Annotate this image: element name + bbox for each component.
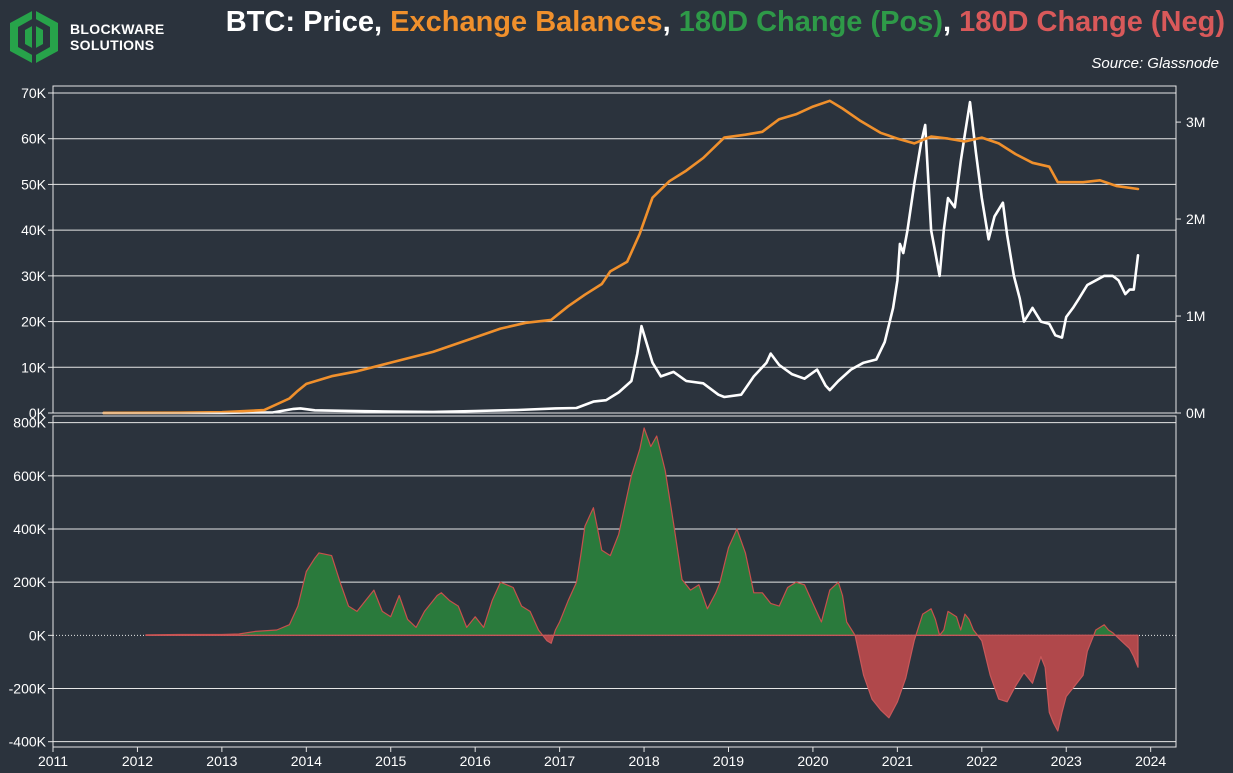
bottom-y-axis-ticks: -400K -200K 0K 200K 400K 600K 800K (9, 415, 53, 750)
x-tick-label: 2012 (122, 753, 153, 769)
chart-title: BTC: Price, Exchange Balances, 180D Chan… (226, 6, 1225, 39)
bottom-tick-label: 400K (13, 521, 46, 537)
logo-mark-icon (10, 10, 58, 64)
x-tick-label: 2022 (966, 753, 997, 769)
x-tick-label: 2024 (1135, 753, 1166, 769)
top-panel-gridlines (53, 92, 1176, 368)
top-left-tick-label: 40K (21, 222, 47, 238)
title-change-neg: 180D Change (Neg) (959, 6, 1225, 38)
top-left-tick-label: 0K (29, 405, 47, 421)
top-left-tick-label: 70K (21, 85, 47, 101)
logo-line-2: SOLUTIONS (70, 37, 155, 53)
x-tick-label: 2015 (375, 753, 406, 769)
bottom-panel-frame (52, 415, 1177, 748)
top-left-tick-label: 20K (21, 314, 47, 330)
x-tick-label: 2021 (882, 753, 913, 769)
bottom-tick-label: 600K (13, 468, 46, 484)
x-tick-label: 2019 (713, 753, 744, 769)
x-tick-label: 2023 (1051, 753, 1082, 769)
title-price: Price (303, 6, 375, 38)
x-tick-label: 2011 (38, 753, 68, 769)
title-sep-2: , (662, 6, 679, 38)
top-right-tick-label: 3M (1186, 114, 1205, 130)
bottom-tick-label: 0K (29, 627, 47, 643)
top-panel-frame (52, 85, 1177, 414)
x-tick-label: 2017 (544, 753, 575, 769)
x-tick-label: 2018 (628, 753, 659, 769)
title-prefix: BTC: (225, 6, 304, 38)
top-right-tick-label: 2M (1186, 211, 1205, 227)
bottom-tick-label: -200K (9, 681, 47, 697)
title-sep-1: , (374, 6, 391, 38)
top-left-tick-label: 10K (21, 359, 47, 375)
top-left-axis-ticks: 0K 10K 20K 30K 40K 50K 60K 70K (21, 85, 53, 421)
top-left-tick-label: 60K (21, 131, 47, 147)
blockware-logo: BLOCKWARE SOLUTIONS (8, 8, 173, 72)
title-change-pos: 180D Change (Pos) (678, 6, 943, 38)
logo-line-1: BLOCKWARE (70, 21, 165, 37)
top-right-tick-label: 1M (1186, 308, 1205, 324)
price-line (102, 100, 1140, 415)
bottom-tick-label: 200K (13, 574, 46, 590)
x-axis-ticks: 2011 2012 2013 2014 2015 2016 2017 2018 2019 2020… (38, 747, 1166, 769)
chart-frame (52, 85, 1177, 748)
x-tick-label: 2016 (460, 753, 491, 769)
title-sep-3: , (942, 6, 960, 38)
exchange-balance-line (102, 99, 1140, 415)
title-exchange-balances: Exchange Balances (390, 6, 663, 38)
negative-change-area (145, 634, 1139, 732)
x-tick-label: 2013 (206, 753, 237, 769)
top-left-tick-label: 30K (21, 268, 47, 284)
top-left-tick-label: 50K (21, 176, 47, 192)
x-tick-label: 2020 (797, 753, 828, 769)
top-right-axis-ticks: 0M 1M 2M 3M (1176, 114, 1205, 421)
bottom-tick-label: 800K (13, 415, 46, 431)
bottom-tick-label: -400K (9, 734, 47, 750)
positive-change-area (145, 427, 1139, 636)
change-area-layer (145, 427, 1139, 732)
line-series-layer (102, 99, 1140, 415)
x-tick-label: 2014 (291, 753, 322, 769)
source-note: Source: Glassnode (1091, 55, 1219, 72)
top-right-tick-label: 0M (1186, 405, 1205, 421)
logo-text: BLOCKWARE SOLUTIONS (70, 21, 164, 53)
